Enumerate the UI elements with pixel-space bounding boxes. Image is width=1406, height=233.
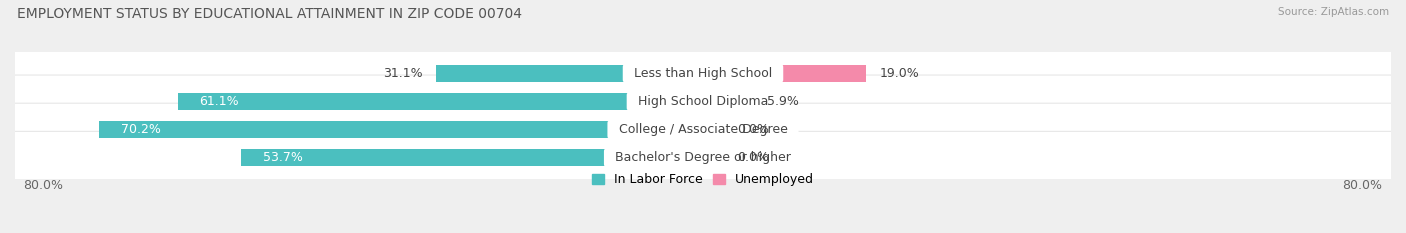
FancyBboxPatch shape: [11, 47, 1395, 100]
Text: College / Associate Degree: College / Associate Degree: [610, 123, 796, 136]
Bar: [703, 121, 728, 138]
Text: High School Diploma: High School Diploma: [630, 95, 776, 108]
Bar: [177, 93, 703, 110]
FancyBboxPatch shape: [11, 103, 1395, 156]
Bar: [703, 93, 754, 110]
Bar: [100, 121, 703, 138]
Text: EMPLOYMENT STATUS BY EDUCATIONAL ATTAINMENT IN ZIP CODE 00704: EMPLOYMENT STATUS BY EDUCATIONAL ATTAINM…: [17, 7, 522, 21]
Bar: [436, 65, 703, 82]
Text: Bachelor's Degree or higher: Bachelor's Degree or higher: [607, 151, 799, 164]
Text: 0.0%: 0.0%: [737, 151, 769, 164]
Bar: [703, 65, 866, 82]
Text: Less than High School: Less than High School: [626, 67, 780, 80]
Text: 0.0%: 0.0%: [737, 123, 769, 136]
Text: 5.9%: 5.9%: [766, 95, 799, 108]
Text: 19.0%: 19.0%: [879, 67, 920, 80]
FancyBboxPatch shape: [11, 131, 1395, 184]
Text: 61.1%: 61.1%: [200, 95, 239, 108]
Text: 80.0%: 80.0%: [1343, 179, 1382, 192]
Text: 80.0%: 80.0%: [24, 179, 63, 192]
Bar: [703, 149, 728, 166]
Legend: In Labor Force, Unemployed: In Labor Force, Unemployed: [586, 168, 820, 192]
Text: 53.7%: 53.7%: [263, 151, 302, 164]
Text: Source: ZipAtlas.com: Source: ZipAtlas.com: [1278, 7, 1389, 17]
Text: 31.1%: 31.1%: [382, 67, 423, 80]
Text: 70.2%: 70.2%: [121, 123, 160, 136]
FancyBboxPatch shape: [11, 75, 1395, 128]
Bar: [242, 149, 703, 166]
